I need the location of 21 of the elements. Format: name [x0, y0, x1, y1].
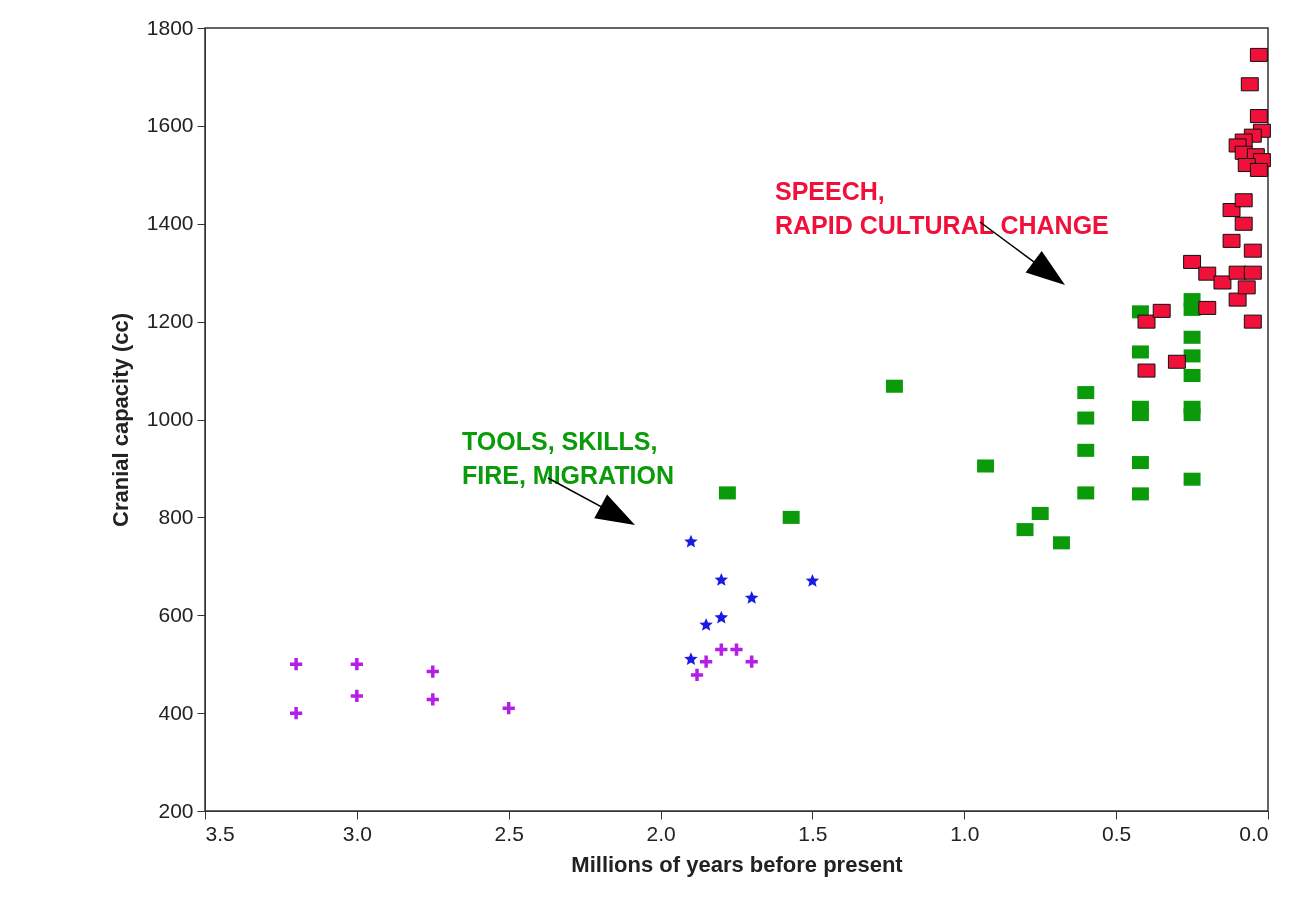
- y-tick-label: 400: [158, 700, 194, 724]
- x-tick-label: 2.5: [494, 821, 524, 845]
- x-axis-title: Millions of years before present: [571, 851, 904, 877]
- y-tick-label: 1600: [146, 113, 194, 137]
- x-tick-label: 2.0: [646, 821, 676, 845]
- y-tick-label: 200: [158, 798, 194, 822]
- x-tick-label: 0.0: [1239, 821, 1269, 845]
- y-tick-label: 1200: [146, 309, 194, 333]
- y-tick-label: 1000: [146, 407, 194, 430]
- x-tick-label: 3.5: [205, 821, 235, 845]
- x-tick-label: 1.5: [798, 821, 828, 845]
- x-tick-label: 0.5: [1102, 821, 1132, 845]
- annotation: SPEECH, RAPID CULTURAL CHANGE: [775, 177, 1109, 239]
- y-axis-title: Cranial capacity (cc): [107, 313, 133, 527]
- y-tick-label: 800: [158, 504, 194, 528]
- annotation: TOOLS, SKILLS, FIRE, MIGRATION: [462, 427, 675, 489]
- y-tick-label: 600: [158, 602, 194, 626]
- y-tick-label: 1800: [146, 15, 194, 39]
- x-tick-label: 1.0: [950, 821, 980, 845]
- x-tick-label: 3.0: [342, 821, 372, 845]
- y-tick-label: 1400: [146, 211, 194, 235]
